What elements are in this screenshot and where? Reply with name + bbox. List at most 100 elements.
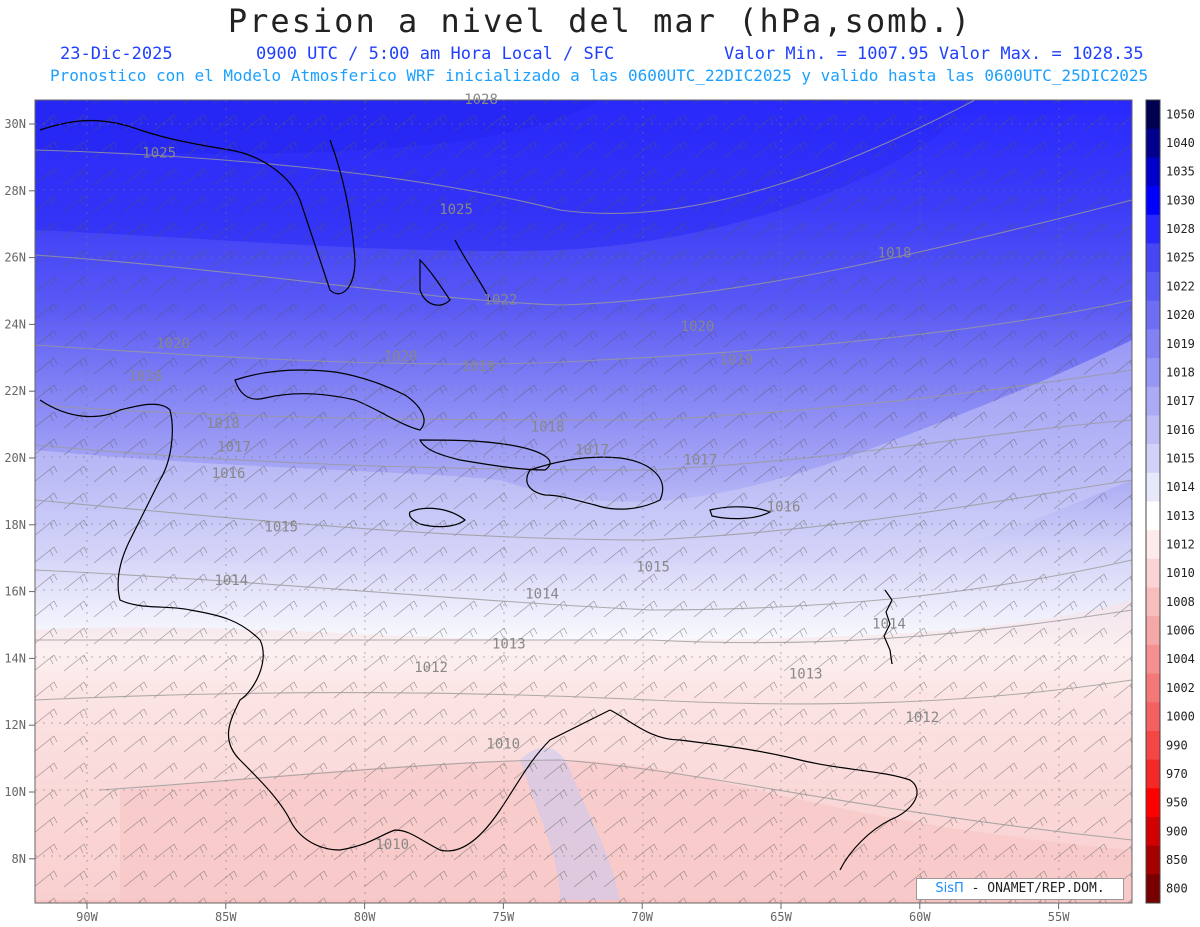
latitude-tick-label: 12N — [4, 718, 26, 732]
colorbar-label: 900 — [1166, 824, 1188, 838]
colorbar-swatch — [1146, 816, 1160, 847]
isobar-label-layer: 1028 1025 1025 1022 1020 1020 1020 1019 1019 1018… — [128, 92, 939, 853]
colorbar-label: 1030 — [1166, 193, 1195, 207]
longitude-tick-label: 75W — [493, 910, 515, 924]
latitude-tick-label: 8N — [12, 852, 26, 866]
credit-text: - ONAMET/REP.DOM. — [963, 881, 1105, 896]
longitude-tick-label: 90W — [76, 910, 98, 924]
latitude-tick-label: 18N — [4, 518, 26, 532]
isobar-label: 1016 — [212, 466, 246, 482]
isobar-label: 1018 — [128, 369, 162, 385]
isobar-label: 1017 — [575, 443, 609, 459]
colorbar-label: 1012 — [1166, 538, 1195, 552]
isobar-label: 1010 — [375, 837, 409, 853]
isobar-label: 1015 — [636, 560, 670, 576]
colorbar-label: 1015 — [1166, 451, 1195, 465]
colorbar-swatch — [1146, 673, 1160, 703]
colorbar-label: 1013 — [1166, 509, 1195, 523]
colorbar-swatch — [1146, 272, 1160, 302]
longitude-tick-label: 55W — [1048, 910, 1070, 924]
colorbar-swatch — [1146, 759, 1160, 789]
colorbar-swatch — [1146, 788, 1160, 818]
isobar-label: 1020 — [384, 349, 418, 365]
latitude-tick-label: 26N — [4, 251, 26, 265]
isobar-label: 1010 — [486, 737, 520, 753]
latitude-tick-label: 10N — [4, 785, 26, 799]
colorbar-swatch — [1146, 386, 1160, 416]
colorbar-swatch — [1146, 587, 1160, 617]
isobar-label: 1018 — [206, 416, 240, 432]
colorbar-swatch — [1146, 472, 1160, 502]
latitude-tick-label: 20N — [4, 451, 26, 465]
isobar-label: 1022 — [484, 292, 518, 308]
isobar-label: 1017 — [217, 439, 251, 455]
colorbar-label: 1020 — [1166, 308, 1195, 322]
isobar-label: 1014 — [872, 616, 906, 632]
colorbar-swatch — [1146, 415, 1160, 445]
colorbar-frame — [1145, 99, 1161, 904]
colorbar-label: 1016 — [1166, 423, 1195, 437]
latitude-axis: 30N 28N 26N 24N 22N 20N 18N 16N 14N 12N 10N 8N — [4, 117, 35, 866]
colorbar-label: 850 — [1166, 853, 1188, 867]
colorbar-label: 1008 — [1166, 595, 1195, 609]
colorbar-swatch — [1146, 300, 1160, 330]
colorbar-label: 1022 — [1166, 279, 1195, 293]
isobar-label: 1025 — [439, 202, 473, 218]
colorbar-swatch — [1146, 874, 1160, 904]
colorbar-label: 1019 — [1166, 337, 1195, 351]
model-run-info: Pronostico con el Modelo Atmosferico WRF… — [50, 66, 1149, 85]
colorbar-swatch — [1146, 644, 1160, 675]
colorbar-swatch — [1146, 128, 1160, 158]
colorbar-swatch — [1146, 702, 1160, 732]
latitude-tick-label: 24N — [4, 317, 26, 331]
isobar-label: 1012 — [905, 710, 939, 726]
isobar-label: 1014 — [214, 573, 248, 589]
min-max-values: Valor Min. = 1007.95 Valor Max. = 1028.3… — [724, 44, 1144, 64]
colorbar-label: 800 — [1166, 882, 1188, 896]
graticule — [35, 100, 1132, 903]
colorbar-swatch — [1146, 100, 1160, 130]
map-title: Presion a nivel del mar (hPa,somb.) — [227, 2, 973, 40]
isobar-label: 1025 — [142, 145, 176, 161]
isobar-label: 1028 — [464, 92, 498, 108]
colorbar-label: 1035 — [1166, 165, 1195, 179]
isobar-label: 1020 — [156, 336, 190, 352]
map-frame — [34, 99, 1133, 904]
latitude-tick-label: 14N — [4, 651, 26, 665]
colorbar-swatch — [1146, 157, 1160, 187]
longitude-tick-label: 85W — [215, 910, 237, 924]
colorbar-swatch — [1146, 329, 1160, 359]
coastlines — [39, 119, 918, 871]
colorbar-swatch — [1146, 530, 1160, 560]
colorbar-swatch — [1146, 358, 1160, 388]
colorbar-label: 1050 — [1166, 107, 1195, 121]
colorbar-swatch — [1146, 558, 1160, 589]
latitude-tick-label: 28N — [4, 184, 26, 198]
colorbar-label: 950 — [1166, 796, 1188, 810]
colorbar-label: 1028 — [1166, 222, 1195, 236]
isobar-label: 1016 — [767, 499, 801, 515]
isobar-label: 1013 — [492, 636, 526, 652]
isobar-lines — [34, 99, 1133, 841]
isobar-label: 1019 — [719, 352, 753, 368]
isobar-label: 1014 — [525, 586, 559, 602]
latitude-tick-label: 22N — [4, 384, 26, 398]
colorbar-swatch — [1146, 845, 1160, 875]
colorbar-label: 1004 — [1166, 652, 1195, 666]
forecast-date: 23-Dic-2025 — [60, 44, 173, 64]
colorbar-label: 1025 — [1166, 251, 1195, 265]
colorbar-label: 1014 — [1166, 480, 1195, 494]
sispi-logo: SisΠ — [935, 881, 964, 896]
longitude-tick-label: 70W — [631, 910, 653, 924]
latitude-tick-label: 30N — [4, 117, 26, 131]
forecast-time: 0900 UTC / 5:00 am Hora Local / SFC — [256, 44, 615, 64]
isobar-label: 1020 — [681, 319, 715, 335]
credit-box: SisΠ - ONAMET/REP.DOM. — [916, 878, 1124, 900]
colorbar-label: 1017 — [1166, 394, 1195, 408]
colorbar-label: 1006 — [1166, 624, 1195, 638]
isobar-label: 1018 — [878, 246, 912, 262]
isobar-label: 1015 — [264, 519, 298, 535]
isobar-label: 1018 — [531, 419, 565, 435]
colorbar-swatch — [1146, 616, 1160, 646]
